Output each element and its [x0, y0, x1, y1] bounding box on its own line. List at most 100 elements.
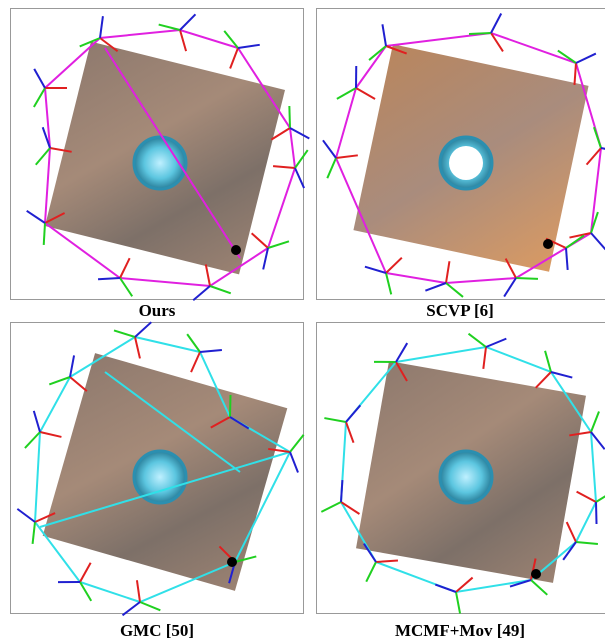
- camera-axis: [326, 157, 337, 179]
- camera-axis: [385, 256, 403, 274]
- camera-axis: [569, 232, 592, 239]
- camera-axis: [139, 601, 161, 612]
- camera-axis: [288, 105, 291, 129]
- caption: GMC [50]: [120, 621, 194, 640]
- camera-axis: [340, 479, 344, 503]
- camera-axis: [134, 336, 141, 359]
- camera-axis: [31, 521, 36, 544]
- camera-axis: [569, 431, 592, 437]
- start-camera: [531, 569, 541, 579]
- camera-axis: [48, 376, 71, 386]
- camera-axis: [395, 361, 408, 382]
- camera-axis: [515, 277, 539, 280]
- panels: [10, 8, 605, 617]
- camera-axis: [209, 285, 232, 295]
- camera-axis: [99, 16, 104, 39]
- camera-axis: [434, 583, 457, 593]
- camera-axis: [229, 416, 250, 430]
- camera-axis: [590, 431, 605, 450]
- camera-axis: [445, 282, 464, 298]
- camera-axis: [590, 232, 605, 251]
- camera-axis: [385, 272, 393, 295]
- panel: [316, 8, 605, 300]
- camera-axis: [262, 247, 269, 270]
- camera-axis: [595, 495, 605, 503]
- camera-path-segment: [104, 47, 241, 259]
- camera-axis: [575, 541, 598, 546]
- camera-axis: [576, 490, 597, 503]
- camera-axis: [294, 167, 305, 189]
- camera-axis: [445, 261, 451, 284]
- camera-axis: [509, 579, 532, 588]
- camera-axis: [503, 277, 517, 298]
- camera-axis: [237, 43, 260, 49]
- camera-axis: [534, 371, 552, 389]
- camera-axis: [99, 37, 119, 53]
- camera-axis: [270, 127, 291, 141]
- camera-axis: [565, 247, 569, 271]
- camera-axis: [345, 404, 362, 423]
- camera-axis: [425, 282, 447, 292]
- camera-axis: [455, 576, 474, 593]
- camera-axis: [121, 601, 141, 617]
- camera-axis: [395, 342, 409, 363]
- panel: [316, 322, 605, 614]
- camera-axis: [49, 147, 72, 153]
- camera-axis: [41, 126, 51, 149]
- start-camera: [227, 557, 237, 567]
- camera-axis: [42, 222, 46, 246]
- camera-axis: [294, 149, 309, 169]
- caption: MCMF+Mov [49]: [395, 621, 525, 640]
- camera-axis: [33, 68, 46, 89]
- camera-axis: [179, 29, 188, 52]
- camera-axis: [455, 591, 462, 614]
- camera-axis: [24, 431, 41, 449]
- camera-axis: [79, 581, 93, 602]
- camera-axis: [192, 285, 211, 302]
- camera-axis: [490, 13, 503, 34]
- caption: SCVP [6]: [426, 301, 494, 320]
- bowl: [132, 449, 188, 505]
- camera-axis: [119, 257, 131, 279]
- camera-axis: [26, 209, 46, 224]
- camera-axis: [385, 45, 408, 55]
- camera-axis: [229, 47, 239, 69]
- start-camera: [231, 245, 241, 255]
- camera-axis: [35, 147, 51, 166]
- camera-axis: [364, 265, 387, 274]
- camera-axis: [320, 501, 342, 513]
- camera-axis: [467, 332, 487, 348]
- camera-axis: [550, 371, 573, 379]
- camera-axis: [119, 277, 134, 297]
- start-camera: [543, 239, 553, 249]
- camera-axis: [79, 562, 92, 583]
- camera-axis: [289, 434, 305, 453]
- camera-axis: [593, 126, 602, 149]
- camera-axis: [340, 501, 360, 515]
- camera-axis: [179, 13, 197, 31]
- camera-axis: [113, 329, 136, 338]
- camera-axis: [335, 154, 358, 159]
- camera-axis: [134, 321, 152, 338]
- camera-axis: [575, 52, 597, 64]
- camera-axis: [504, 258, 517, 279]
- camera-axis: [324, 417, 347, 423]
- camera-axis: [365, 561, 377, 583]
- caption: Ours: [139, 301, 176, 320]
- camera-axis: [199, 348, 222, 353]
- camera-axis: [210, 416, 231, 429]
- camera-axis: [585, 147, 602, 166]
- camera-axis: [69, 376, 88, 392]
- camera-axis: [468, 32, 492, 36]
- camera-axis: [530, 579, 548, 596]
- camera-path-segment: [39, 451, 291, 528]
- camera-axis: [544, 350, 552, 373]
- camera-axis: [44, 212, 66, 224]
- camera-axis: [565, 521, 577, 543]
- camera-axis: [250, 232, 269, 249]
- panel: [10, 321, 305, 617]
- camera-axis: [557, 49, 577, 64]
- bowl: [438, 449, 494, 505]
- camera-axis: [135, 580, 141, 603]
